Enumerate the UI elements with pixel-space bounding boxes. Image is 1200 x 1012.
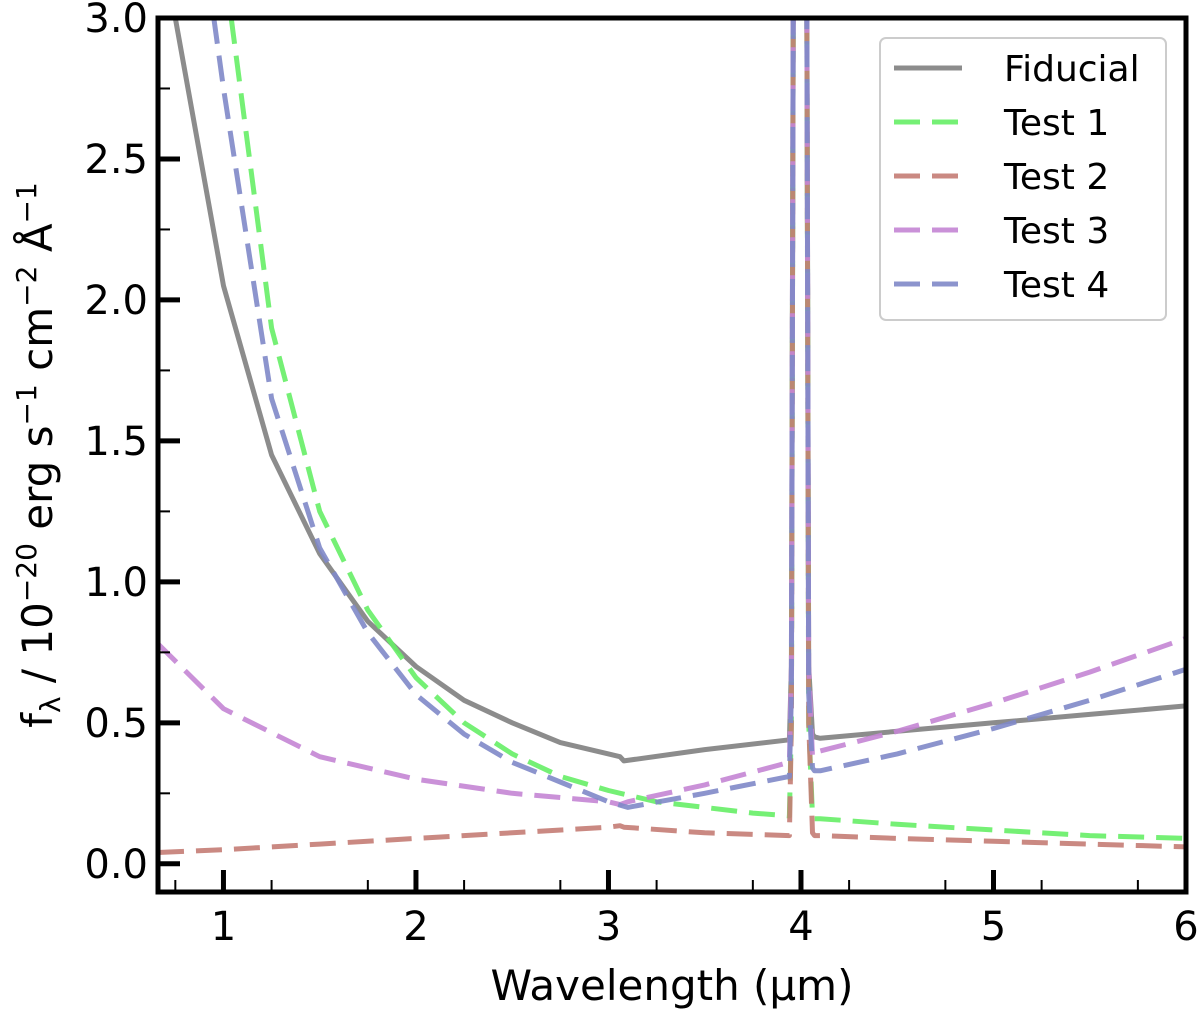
y-tick-label-1.5: 1.5 xyxy=(84,419,148,465)
y-tick-labels: 0.0 0.5 1.0 1.5 2.0 2.5 3.0 xyxy=(84,0,148,888)
legend-label-1: Test 1 xyxy=(1003,103,1109,144)
legend-label-2: Test 2 xyxy=(1003,157,1109,198)
x-tick-label-3: 3 xyxy=(596,904,621,950)
x-tick-label-6: 6 xyxy=(1173,904,1198,950)
plot-frame xyxy=(155,15,1189,895)
y-label-ang: Å xyxy=(12,223,62,265)
y-label-exp3: −2 xyxy=(10,266,43,307)
y-label-cm: cm xyxy=(13,307,62,384)
x-tick-label-4: 4 xyxy=(788,904,813,950)
y-tick-label-2.5: 2.5 xyxy=(84,137,148,183)
x-tick-label-5: 5 xyxy=(981,904,1006,950)
series-layer xyxy=(158,18,1186,855)
y-label-erg: erg s xyxy=(13,425,62,543)
legend-label-0: Fiducial xyxy=(1004,49,1140,90)
y-label-exp2: −1 xyxy=(10,384,43,425)
y-tick-label-0.0: 0.0 xyxy=(84,842,148,888)
y-tick-label-2.0: 2.0 xyxy=(84,278,148,324)
y-label-mid: / 10 xyxy=(13,602,62,696)
y-tick-label-3.0: 3.0 xyxy=(84,0,148,42)
x-axis-label: Wavelength (μm) xyxy=(491,961,854,1010)
series-line-test-1 xyxy=(228,18,1186,841)
legend: Fiducial Test 1 Test 2 Test 3 Test 4 xyxy=(879,37,1167,321)
legend-items: Fiducial Test 1 Test 2 Test 3 Test 4 xyxy=(894,49,1140,306)
y-label-f: f xyxy=(13,712,62,728)
y-tick-label-0.5: 0.5 xyxy=(84,701,148,747)
legend-label-4: Test 4 xyxy=(1003,265,1109,306)
y-tick-label-1.0: 1.0 xyxy=(84,560,148,606)
y-label-exp4: −1 xyxy=(10,182,43,223)
y-axis-label: fλ / 10−20 erg s−1 cm−2 Å−1 xyxy=(10,182,67,728)
series-line-fiducial xyxy=(172,18,1186,764)
x-tick-label-1: 1 xyxy=(211,904,236,950)
legend-label-3: Test 3 xyxy=(1003,211,1109,252)
x-tick-labels: 1 2 3 4 5 6 xyxy=(211,904,1199,950)
y-label-exp1: −20 xyxy=(10,543,43,602)
series-line-test-4 xyxy=(211,18,1186,810)
x-tick-label-2: 2 xyxy=(403,904,428,950)
legend-box xyxy=(879,37,1167,321)
y-label-lambda: λ xyxy=(34,696,67,713)
